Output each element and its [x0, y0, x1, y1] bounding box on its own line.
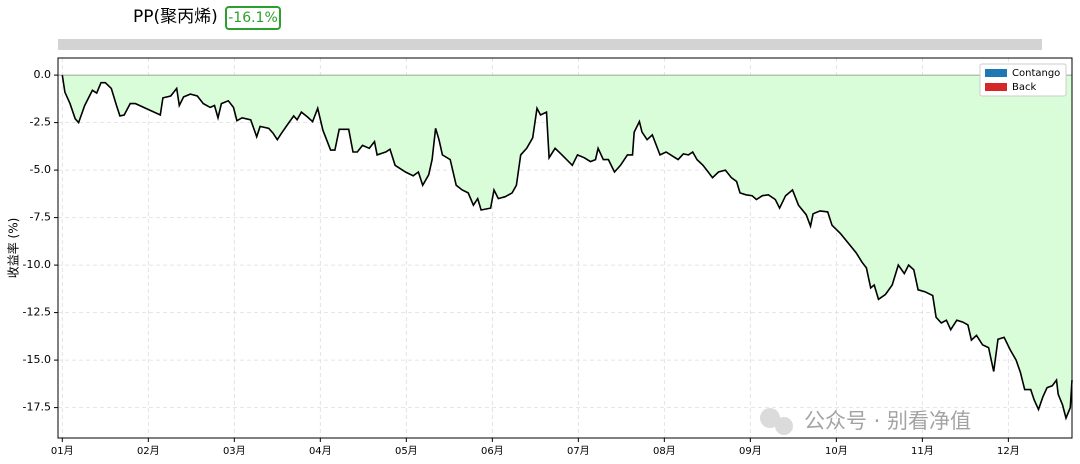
x-tick-label: 07月: [567, 445, 590, 457]
x-tick-label: 12月: [997, 445, 1020, 457]
y-tick-label: -15.0: [23, 353, 51, 366]
x-tick-label: 11月: [911, 445, 934, 457]
y-tick-label: -10.0: [23, 258, 51, 271]
x-tick-label: 01月: [51, 445, 74, 457]
x-tick-label: 09月: [739, 445, 762, 457]
line: [61, 74, 1073, 421]
legend-swatch: [985, 69, 1007, 77]
y-tick-label: -17.5: [23, 401, 51, 414]
watermark: 公众号 · 别看净值: [804, 409, 971, 433]
y-tick-label: -7.5: [30, 211, 51, 224]
area-fill: [62, 75, 1073, 419]
plot-frame: [57, 57, 1073, 439]
y-tick-label: 0.0: [34, 68, 52, 81]
x-tick-label: 03月: [223, 445, 246, 457]
x-tick-label: 05月: [395, 445, 418, 457]
legend-label: Back: [1012, 82, 1036, 93]
y-tick-label: -2.5: [30, 116, 51, 129]
y-tick-label: -5.0: [30, 163, 51, 176]
chart-title: PP(聚丙烯): [133, 7, 218, 27]
y-tick-label: -12.5: [23, 306, 51, 319]
header-bar: [58, 39, 1042, 50]
y-axis-label: 收益率 (%): [6, 218, 21, 279]
watermark-bubble: [760, 408, 780, 428]
x-tick-label: 02月: [137, 445, 160, 457]
badge: -16.1%: [228, 10, 278, 26]
legend-label: Contango: [1012, 68, 1060, 79]
watermark-bubble: [775, 417, 793, 435]
badge-box: [225, 6, 281, 30]
x-tick-label: 10月: [825, 445, 848, 457]
x-tick-label: 04月: [309, 445, 332, 457]
watermark-icon: [760, 408, 793, 435]
x-tick-label: 06月: [481, 445, 504, 457]
x-tick-label: 08月: [653, 445, 676, 457]
legend-swatch: [985, 83, 1007, 91]
